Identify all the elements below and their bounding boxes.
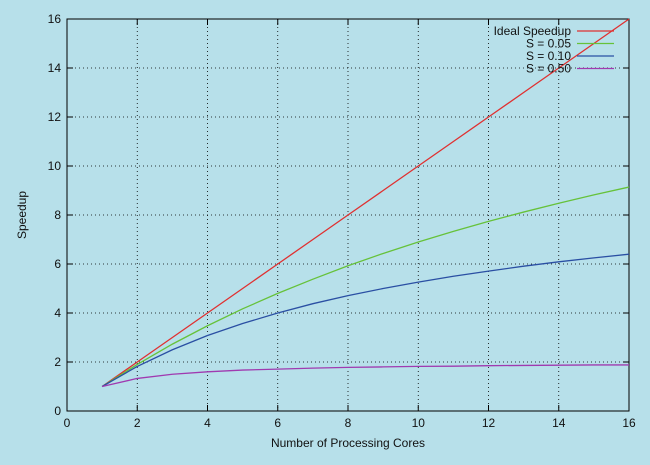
legend-label: S = 0.05 xyxy=(526,37,571,51)
x-tick-label: 14 xyxy=(552,416,566,430)
series-line-3 xyxy=(101,364,629,388)
y-tick-label: 6 xyxy=(54,257,61,271)
x-tick-label: 10 xyxy=(412,416,426,430)
series-line-1 xyxy=(101,186,630,388)
y-tick-label: 4 xyxy=(54,306,61,320)
legend-label: Ideal Speedup xyxy=(494,24,572,38)
legend-label: S = 0.10 xyxy=(526,49,571,63)
series-lines xyxy=(101,18,630,388)
axis-ticks: 0 2 4 6 8 10 12 14 16 0 2 4 6 8 10 12 14 16 xyxy=(48,12,636,430)
x-tick-label: 6 xyxy=(274,416,281,430)
legend-label: S = 0.50 xyxy=(526,62,571,76)
y-tick-label: 14 xyxy=(48,61,62,75)
x-tick-label: 12 xyxy=(482,416,496,430)
x-tick-label: 2 xyxy=(134,416,141,430)
x-tick-label: 4 xyxy=(204,416,211,430)
y-axis-label: Speedup xyxy=(15,191,29,239)
x-tick-label: 0 xyxy=(64,416,71,430)
series-line-0 xyxy=(101,18,630,388)
y-tick-label: 2 xyxy=(54,355,61,369)
y-tick-label: 16 xyxy=(48,12,62,26)
x-tick-label: 16 xyxy=(622,416,636,430)
y-tick-label: 10 xyxy=(48,159,62,173)
x-axis-label: Number of Processing Cores xyxy=(271,436,425,450)
y-tick-label: 12 xyxy=(48,110,62,124)
series-line-2 xyxy=(101,253,630,388)
y-tick-label: 8 xyxy=(54,208,61,222)
x-tick-label: 8 xyxy=(345,416,352,430)
y-tick-label: 0 xyxy=(54,404,61,418)
